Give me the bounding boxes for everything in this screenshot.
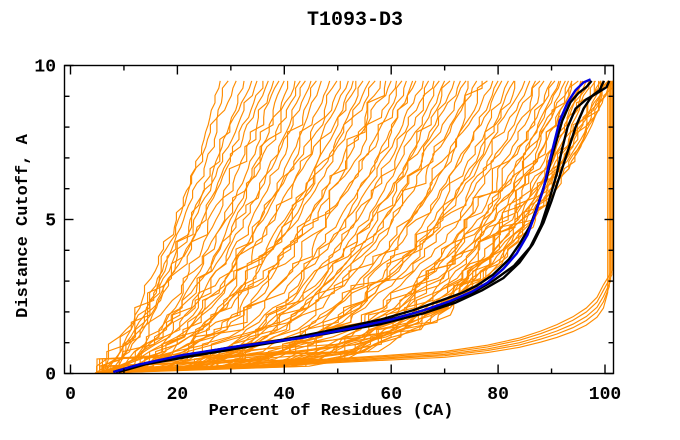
y-tick-label: 0 (45, 366, 56, 386)
orange-model-curve (106, 80, 451, 374)
x-tick-label: 0 (65, 385, 76, 405)
orange-model-curve (105, 80, 602, 373)
curves-layer (94, 78, 614, 374)
orange-model-curve (95, 80, 376, 374)
orange-model-curve (101, 80, 237, 374)
orange-model-curve (99, 80, 537, 374)
x-tick-label: 60 (380, 385, 402, 405)
orange-model-curve (111, 80, 398, 374)
orange-model-curve (99, 80, 269, 373)
orange-model-curve (108, 80, 357, 374)
orange-model-curve (109, 80, 582, 374)
orange-model-curve (111, 80, 435, 374)
orange-model-curve (95, 80, 317, 374)
orange-model-curve (112, 80, 414, 373)
y-axis-label: Distance Cutoff, A (14, 134, 33, 318)
orange-model-curve (104, 80, 275, 374)
orange-low-band-curve (230, 80, 614, 368)
orange-model-curve (105, 80, 503, 374)
orange-low-band-curve (230, 80, 612, 369)
orange-low-band-curve (230, 80, 613, 369)
x-tick-label: 40 (273, 385, 295, 405)
orange-model-curve (96, 80, 280, 373)
orange-model-curve (111, 80, 387, 374)
orange-model-curve (103, 80, 364, 374)
orange-model-curve (109, 80, 614, 374)
x-tick-label: 100 (589, 385, 621, 405)
orange-model-curve (102, 80, 526, 374)
orange-model-curve (96, 80, 296, 374)
y-tick-label: 10 (34, 58, 56, 78)
orange-model-curve (96, 80, 440, 374)
x-tick-label: 80 (487, 385, 509, 405)
orange-model-curve (96, 80, 403, 374)
orange-model-curve (98, 80, 509, 374)
orange-model-curve (111, 80, 417, 374)
y-tick-label: 5 (45, 212, 56, 232)
x-axis-label: Percent of Residues (CA) (208, 402, 454, 421)
orange-model-curve (107, 80, 221, 374)
orange-model-curve (109, 80, 461, 374)
orange-model-curve (102, 80, 253, 373)
orange-model-curve (98, 80, 579, 374)
orange-model-curve (111, 80, 392, 374)
orange-model-curve (100, 80, 258, 374)
orange-model-curve (106, 80, 541, 374)
orange-model-curve (99, 80, 312, 374)
orange-model-curve (105, 80, 371, 374)
chart-title: T1093-D3 (306, 9, 403, 32)
orange-model-curve (108, 80, 301, 374)
orange-model-curve (105, 80, 264, 374)
orange-model-curve (102, 80, 611, 374)
orange-model-curve (99, 80, 338, 374)
orange-model-curve (100, 80, 424, 374)
orange-low-band-curve (230, 80, 610, 369)
orange-model-curve (111, 80, 349, 374)
x-tick-label: 20 (167, 385, 189, 405)
orange-model-curve (101, 80, 322, 374)
orange-model-curve (96, 80, 494, 374)
orange-model-curve (99, 80, 289, 373)
orange-model-curve (111, 80, 613, 374)
orange-model-curve (104, 80, 306, 374)
orange-model-curve (107, 80, 430, 374)
blue-highlight-curve (112, 78, 592, 374)
orange-model-curve (111, 80, 341, 374)
orange-model-curve (97, 80, 478, 374)
orange-model-curve (104, 80, 467, 374)
orange-model-curve (99, 80, 407, 374)
axis-ticks (64, 64, 614, 375)
orange-low-band-curve (230, 80, 609, 370)
orange-model-curve (112, 80, 455, 374)
